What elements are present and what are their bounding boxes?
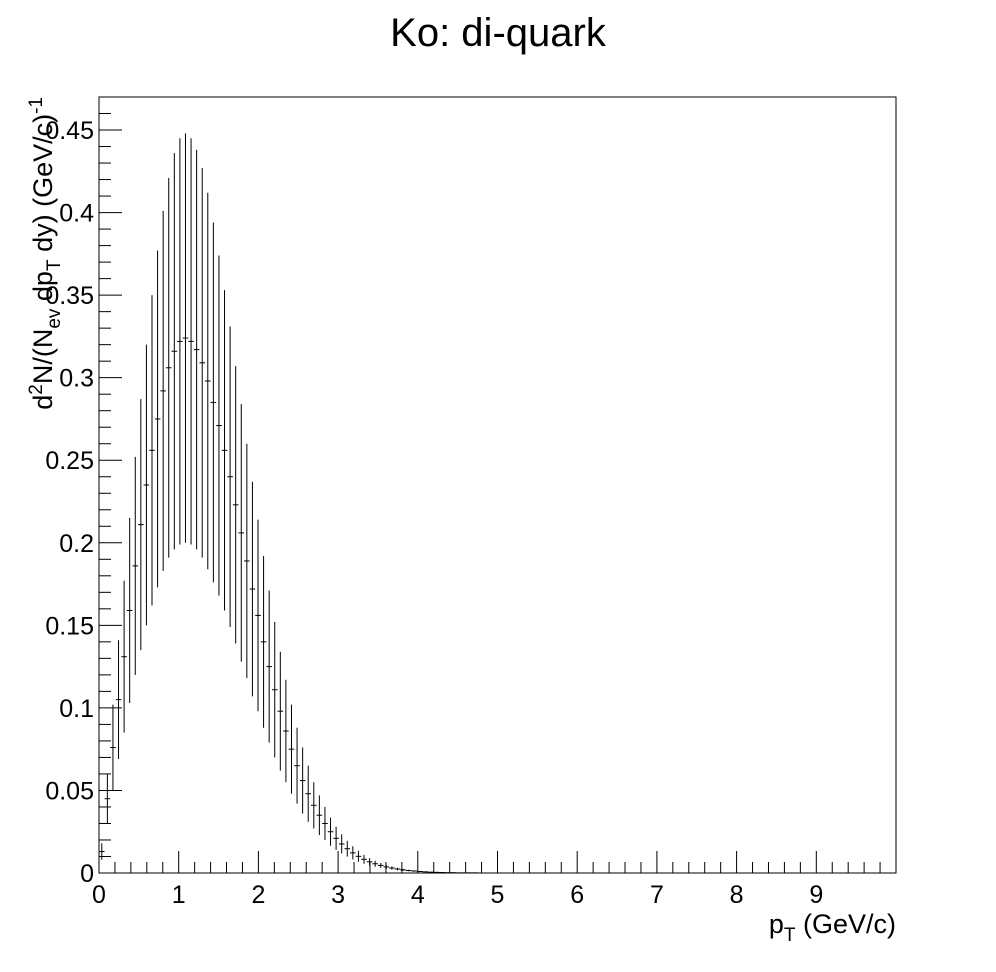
x-axis-title: pT (GeV/c) xyxy=(769,909,896,946)
y-axis: 0 0.05 0.1 0.15 0.2 0.25 0.3 0.35 0.4 0.45 xyxy=(45,113,122,888)
data-point xyxy=(266,590,272,743)
data-point xyxy=(333,826,339,850)
data-point xyxy=(171,153,178,550)
data-point xyxy=(244,443,250,679)
data-point xyxy=(205,192,211,570)
data-point xyxy=(405,869,412,872)
data-point xyxy=(232,366,239,644)
data-point xyxy=(383,864,390,869)
data-point xyxy=(177,138,183,545)
data-point xyxy=(221,290,228,611)
y-tick-label: 0.3 xyxy=(59,365,94,393)
x-tick-label: 1 xyxy=(172,881,186,909)
y-tick-label: 0.1 xyxy=(59,695,94,723)
x-tick-label: 4 xyxy=(411,881,425,909)
data-point xyxy=(249,481,256,697)
x-tick-label: 2 xyxy=(251,881,265,909)
data-point xyxy=(411,870,418,872)
x-tick-label: 3 xyxy=(331,881,345,909)
data-point xyxy=(160,210,166,571)
x-tick-label: 0 xyxy=(92,881,106,909)
chart-title: Ko: di-quark xyxy=(390,11,607,55)
data-point xyxy=(372,860,378,867)
x-tick-label: 7 xyxy=(650,881,664,909)
data-point xyxy=(199,167,206,558)
data-point xyxy=(104,773,111,824)
data-point xyxy=(271,622,278,758)
data-point xyxy=(132,456,139,675)
data-point xyxy=(260,555,267,728)
y-tick-label: 0.15 xyxy=(45,612,94,640)
data-point xyxy=(121,580,127,733)
data-point xyxy=(115,640,122,760)
data-points xyxy=(99,133,518,874)
data-point xyxy=(299,747,306,814)
data-point xyxy=(305,765,312,822)
y-tick-label: 0.35 xyxy=(45,282,94,310)
data-point xyxy=(316,795,323,836)
data-point xyxy=(327,817,334,846)
x-tick-label: 8 xyxy=(730,881,744,909)
data-point xyxy=(227,326,233,627)
data-point xyxy=(377,862,384,868)
data-point xyxy=(165,177,172,558)
data-point xyxy=(255,519,261,712)
data-point xyxy=(422,871,429,873)
data-point xyxy=(322,806,328,840)
data-point xyxy=(350,846,356,860)
data-point xyxy=(428,871,434,873)
data-point xyxy=(389,866,395,870)
x-tick-label: 5 xyxy=(491,881,505,909)
y-tick-label: 0.25 xyxy=(45,447,94,475)
x-tick-label: 9 xyxy=(809,881,823,909)
data-point xyxy=(400,868,406,871)
data-point xyxy=(366,858,373,866)
data-point xyxy=(417,871,423,873)
y-tick-label: 0.4 xyxy=(59,200,94,228)
data-point xyxy=(110,704,116,791)
data-point xyxy=(394,867,401,871)
y-tick-label: 0 xyxy=(80,860,94,888)
x-tick-label: 6 xyxy=(570,881,584,909)
data-point xyxy=(143,344,150,626)
data-point xyxy=(154,250,161,588)
y-tick-label: 0.05 xyxy=(45,777,94,805)
x-axis: 0 1 2 3 4 5 6 7 8 9 xyxy=(92,851,881,909)
data-point xyxy=(277,651,284,771)
y-tick-label: 0.2 xyxy=(59,530,94,558)
data-point xyxy=(355,850,362,862)
data-point xyxy=(344,840,351,857)
y-tick-label: 0.45 xyxy=(45,117,94,145)
data-point xyxy=(338,834,345,854)
data-point xyxy=(126,518,133,703)
data-point xyxy=(311,782,317,829)
y-axis-title: d2N/(Nev dpT dy) (GeV/c)-1 xyxy=(26,97,65,410)
data-point xyxy=(193,149,200,550)
data-point xyxy=(188,138,194,545)
data-point xyxy=(210,222,217,583)
data-point xyxy=(99,843,105,860)
data-point xyxy=(294,727,300,804)
data-point xyxy=(288,704,295,794)
data-point xyxy=(238,404,245,662)
data-point xyxy=(361,854,367,864)
data-point xyxy=(283,679,289,783)
data-point xyxy=(216,255,222,596)
data-point xyxy=(138,399,144,651)
data-point xyxy=(182,133,189,543)
data-point xyxy=(149,295,155,606)
